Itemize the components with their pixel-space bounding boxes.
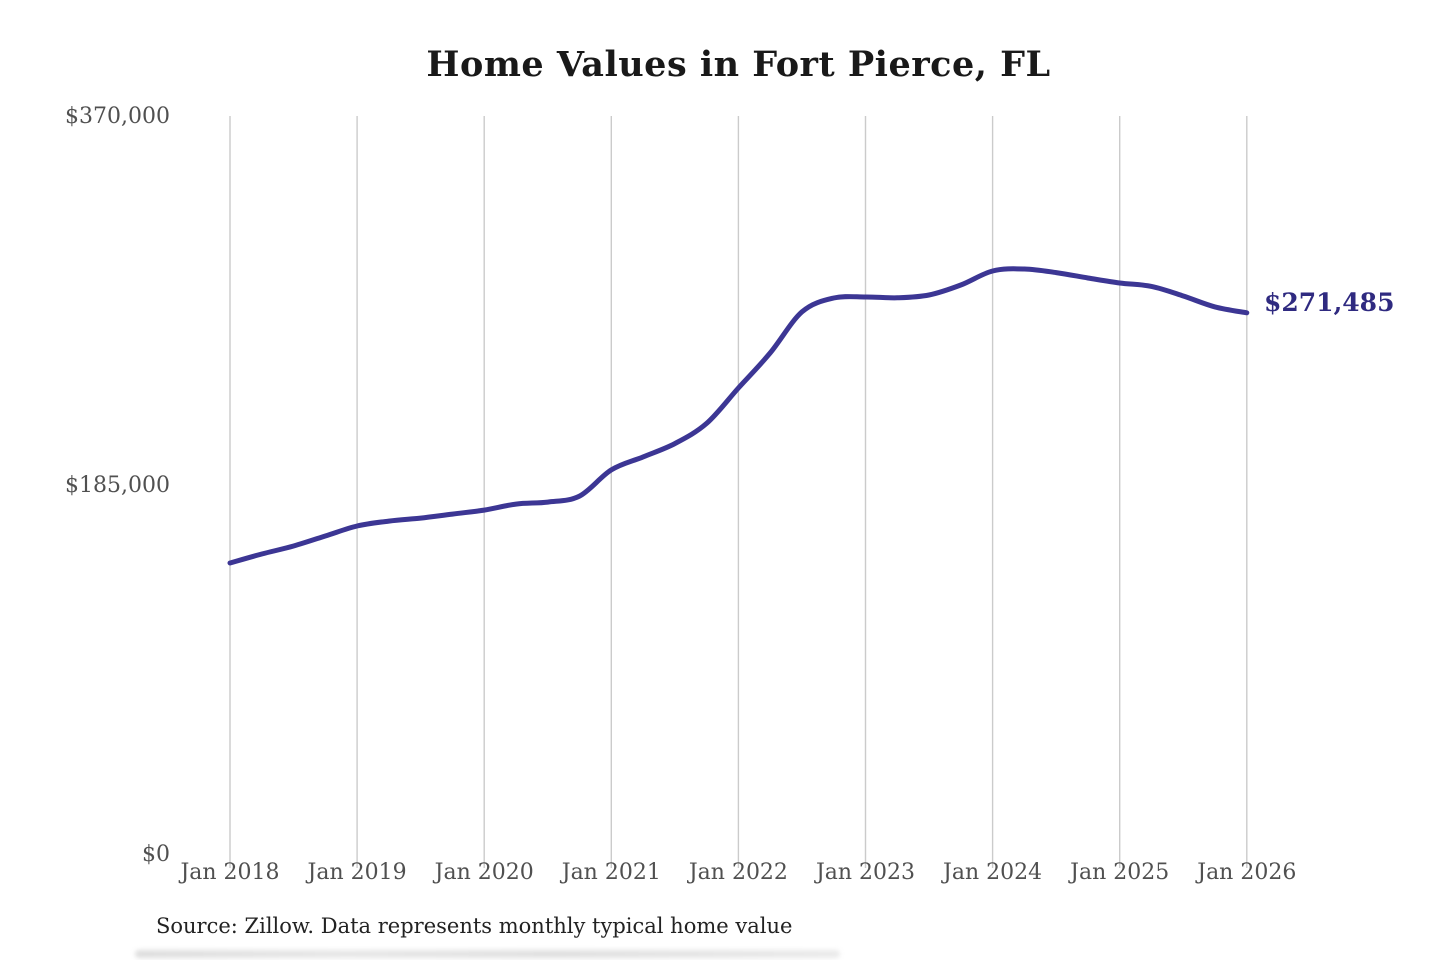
x-axis-tick: Jan 2020 xyxy=(434,860,534,885)
x-axis-tick: Jan 2021 xyxy=(561,860,661,885)
x-axis-tick: Jan 2024 xyxy=(943,860,1043,885)
cropped-text-artifact xyxy=(135,950,840,958)
y-axis-tick-185000: $185,000 xyxy=(65,473,170,498)
source-attribution: Source: Zillow. Data represents monthly … xyxy=(156,914,793,938)
y-axis-tick-370000: $370,000 xyxy=(65,104,170,129)
current-value-label: $271,485 xyxy=(1264,288,1395,317)
x-axis-tick: Jan 2025 xyxy=(1070,860,1170,885)
x-axis-tick: Jan 2026 xyxy=(1197,860,1297,885)
x-axis-tick: Jan 2019 xyxy=(307,860,407,885)
home-value-line xyxy=(227,266,1250,566)
chart-title: Home Values in Fort Pierce, FL xyxy=(426,44,1051,85)
y-axis-tick-0: $0 xyxy=(142,842,170,867)
x-axis-tick: Jan 2022 xyxy=(688,860,788,885)
x-axis-tick: Jan 2018 xyxy=(180,860,280,885)
x-axis-tick: Jan 2023 xyxy=(815,860,916,885)
